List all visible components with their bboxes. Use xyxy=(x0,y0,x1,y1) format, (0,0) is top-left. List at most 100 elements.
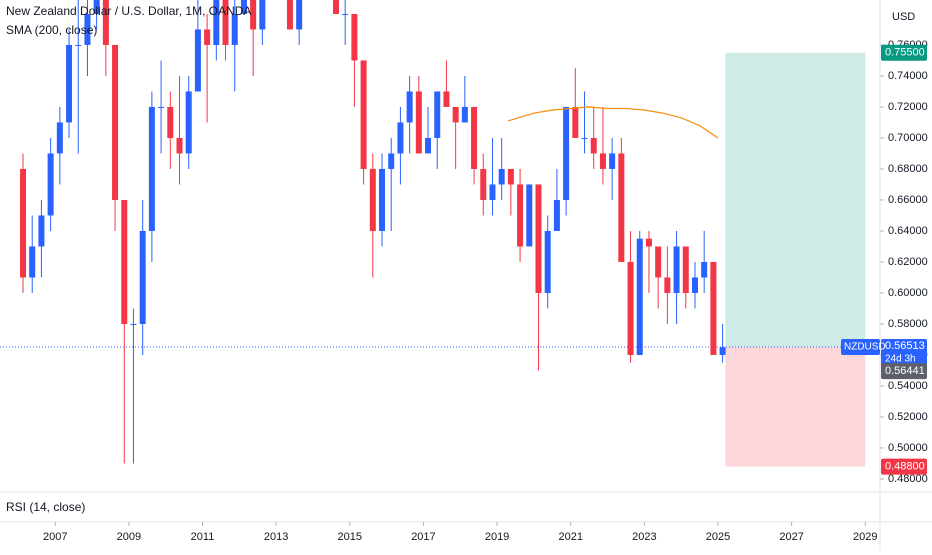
candle-body xyxy=(56,122,63,154)
candle-body xyxy=(167,106,174,138)
countdown: 24d 3h xyxy=(885,354,916,365)
candle-body xyxy=(332,0,339,14)
candle-body xyxy=(213,0,220,45)
candle-body xyxy=(296,0,303,30)
x-tick-label: 2009 xyxy=(117,531,141,543)
candle-body xyxy=(194,29,201,92)
y-tick-label: 0.62000 xyxy=(888,256,928,268)
candle-body xyxy=(645,238,652,247)
x-tick-label: 2011 xyxy=(191,531,215,543)
y-tick-label: 0.70000 xyxy=(888,132,928,144)
candle-body xyxy=(544,230,551,293)
y-tick-label: 0.52000 xyxy=(888,411,928,423)
y-tick-label: 0.66000 xyxy=(888,194,928,206)
y-tick-label: 0.50000 xyxy=(888,442,928,454)
stop-zone xyxy=(725,347,866,467)
candle-body xyxy=(599,153,606,169)
candle-body xyxy=(461,106,468,123)
entry-box xyxy=(881,339,927,368)
candle-body xyxy=(664,277,671,293)
candle-body xyxy=(38,215,45,247)
candle-body xyxy=(379,168,386,231)
x-tick-label: 2027 xyxy=(779,531,803,543)
stop-label: 0.48800 xyxy=(885,460,925,472)
candle-body xyxy=(618,153,625,262)
candle-body xyxy=(627,261,634,355)
target-zone xyxy=(725,52,866,348)
x-tick-label: 2015 xyxy=(338,531,362,543)
plot-area xyxy=(0,0,880,467)
candle-body xyxy=(130,323,137,325)
candle-body xyxy=(185,91,192,154)
candle-body xyxy=(102,0,109,45)
candle-body xyxy=(360,60,367,169)
x-tick-label: 2025 xyxy=(706,531,730,543)
candle-body xyxy=(75,44,82,46)
indicator-label: SMA (200, close) xyxy=(6,23,97,37)
candle-body xyxy=(250,0,257,30)
candle-body xyxy=(139,230,146,324)
candle-body xyxy=(66,44,73,123)
candle-body xyxy=(121,199,128,324)
candle-body xyxy=(47,153,54,216)
y-tick-label: 0.58000 xyxy=(888,318,928,330)
y-tick-label: 0.68000 xyxy=(888,163,928,175)
candle-body xyxy=(489,184,496,200)
currency-label: USD xyxy=(892,11,915,23)
candle-body xyxy=(415,91,422,154)
candle-body xyxy=(29,246,36,278)
candle-body xyxy=(452,106,459,123)
x-tick-label: 2007 xyxy=(43,531,67,543)
candle-body xyxy=(443,91,450,107)
candle-body xyxy=(20,168,27,278)
target-label: 0.75500 xyxy=(885,47,925,59)
chart-title: New Zealand Dollar / U.S. Dollar, 1M, OA… xyxy=(6,4,251,18)
candle-body xyxy=(480,168,487,200)
candle-body xyxy=(176,137,183,154)
x-tick-label: 2029 xyxy=(853,531,877,543)
x-tick-label: 2021 xyxy=(558,531,582,543)
symbol-label: NZDUSD xyxy=(844,342,886,353)
candle-body xyxy=(112,44,119,200)
candle-body xyxy=(563,106,570,200)
y-tick-label: 0.74000 xyxy=(888,70,928,82)
candle-body xyxy=(701,261,708,278)
candle-body xyxy=(553,199,560,231)
candle-body xyxy=(498,168,505,185)
candle-body xyxy=(691,277,698,293)
sma-line xyxy=(507,106,719,139)
y-tick-label: 0.72000 xyxy=(888,101,928,113)
candle-body xyxy=(535,184,542,293)
candle-body xyxy=(590,137,597,154)
candle-body xyxy=(342,13,349,15)
candle-body xyxy=(572,106,579,138)
x-tick-label: 2019 xyxy=(485,531,509,543)
candle-body xyxy=(388,153,395,169)
candle-body xyxy=(204,29,211,45)
candle-body xyxy=(240,0,247,14)
candle-body xyxy=(581,137,588,139)
entry-label: 0.56513 xyxy=(885,340,925,352)
candle-body xyxy=(93,0,100,14)
target-label-box xyxy=(881,44,927,61)
y-tick-label: 0.64000 xyxy=(888,225,928,237)
y-tick-label: 0.54000 xyxy=(888,380,928,392)
candle-body xyxy=(425,137,432,154)
y-tick-label: 0.48000 xyxy=(888,473,928,485)
candle-body xyxy=(710,261,717,355)
candle-body xyxy=(636,238,643,355)
x-tick-label: 2013 xyxy=(264,531,288,543)
stop-label-box xyxy=(881,458,927,475)
candle-body xyxy=(682,246,689,293)
candle-body xyxy=(406,91,413,123)
candle-body xyxy=(222,0,229,45)
x-tick-label: 2023 xyxy=(632,531,656,543)
candle-body xyxy=(609,153,616,169)
candle-body xyxy=(526,184,533,247)
candle-body xyxy=(507,168,514,185)
candle-body xyxy=(471,106,478,169)
y-tick-label: 0.60000 xyxy=(888,287,928,299)
candle-body xyxy=(158,106,165,108)
last-close-label: 0.56441 xyxy=(885,365,925,377)
